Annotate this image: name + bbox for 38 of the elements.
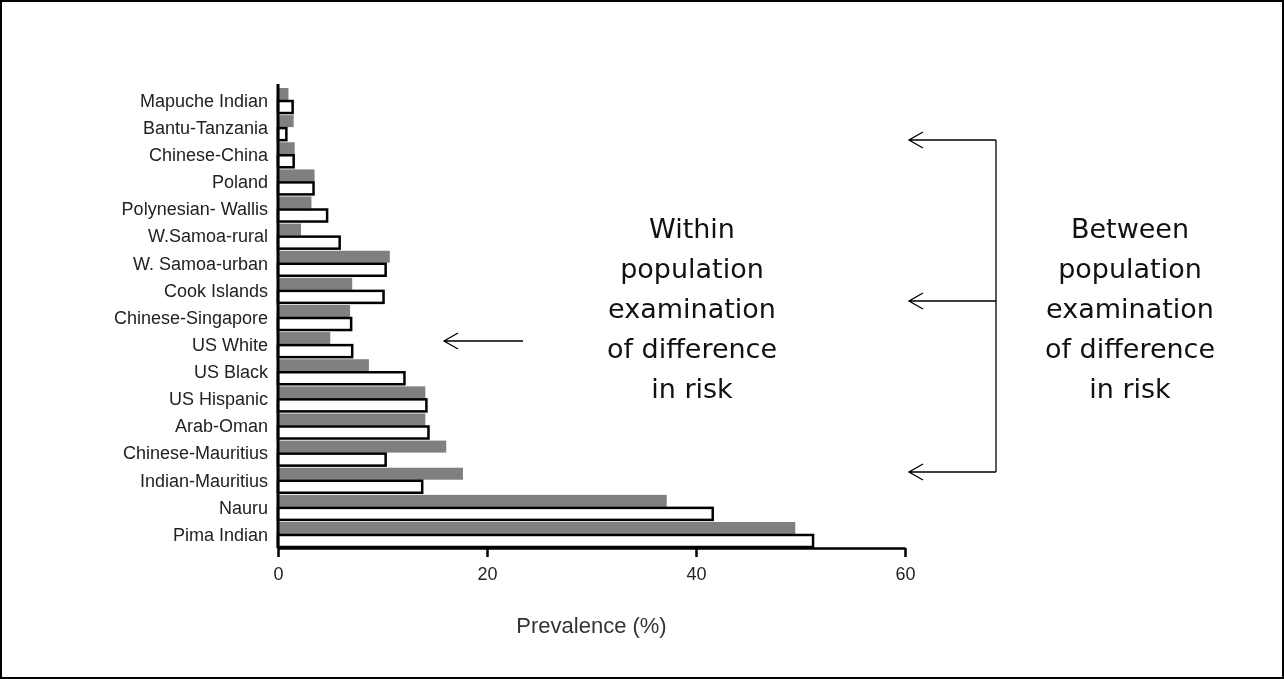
bar	[278, 467, 463, 480]
y-tick-label: Bantu-Tanzania	[142, 117, 269, 138]
x-tick-label: 20	[477, 563, 498, 584]
y-tick-label: Indian-Mauritius	[139, 470, 268, 491]
y-tick-label: US Hispanic	[168, 389, 268, 410]
bar	[278, 440, 447, 453]
y-tick-label: W.Samoa-rural	[147, 226, 268, 247]
annotation: Within population examination of difference in risk	[606, 213, 778, 404]
y-tick-label: W. Samoa-urban	[132, 253, 268, 274]
y-tick-label: Chinese-Mauritius	[122, 443, 268, 464]
y-tick-label: Chinese-Singapore	[113, 307, 268, 328]
y-tick-label: Mapuche Indian	[139, 90, 268, 111]
bar	[278, 304, 351, 317]
bar	[278, 142, 295, 155]
bar	[278, 196, 312, 209]
x-tick-label: 0	[273, 563, 284, 584]
y-tick-label: US Black	[193, 362, 269, 383]
bar	[278, 332, 331, 345]
y-tick-label: US White	[191, 334, 268, 355]
bar	[278, 494, 667, 507]
y-tick-label: Nauru	[218, 497, 268, 518]
x-axis-title: Prevalence (%)	[516, 613, 667, 638]
y-tick-label: Arab-Oman	[174, 416, 268, 437]
bar	[278, 277, 353, 290]
bar	[278, 169, 315, 182]
x-tick-label: 40	[686, 563, 707, 584]
y-tick-label: Polynesian- Wallis	[121, 199, 268, 220]
y-tick-label: Poland	[211, 172, 268, 193]
bar	[278, 359, 369, 372]
y-tick-label: Pima Indian	[172, 524, 268, 545]
bar	[278, 521, 796, 534]
bar	[278, 250, 390, 263]
y-tick-label: Chinese-China	[148, 145, 269, 166]
bar	[278, 386, 426, 399]
bar	[278, 413, 426, 426]
x-tick-label: 60	[895, 563, 916, 584]
text: Between population examination of difference in risk	[1044, 213, 1216, 404]
y-tick-label: Cook Islands	[163, 280, 268, 301]
